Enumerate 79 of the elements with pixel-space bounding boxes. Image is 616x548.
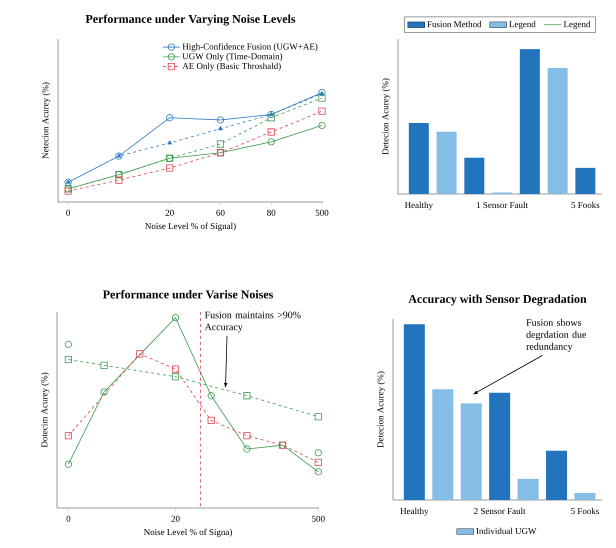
bar <box>408 123 429 194</box>
point <box>318 108 326 115</box>
x-axis-title: Noise Level % of Signa) <box>144 528 232 537</box>
chart-title: Performance under Varise Noises <box>102 290 273 299</box>
x-tick-label: 20 <box>166 210 174 216</box>
point <box>314 468 322 476</box>
point <box>100 362 108 369</box>
point <box>268 128 275 136</box>
point <box>208 392 215 400</box>
legend-label: Individual UGW <box>476 528 536 534</box>
legend-label: UGW Only (Time-Domain) <box>182 52 282 62</box>
chart-title: Accuracy with Sensor Degradation <box>408 294 586 306</box>
point <box>268 110 275 118</box>
bar <box>548 68 568 194</box>
point <box>314 413 322 420</box>
annotation: Fusion shows degrdation due redundancy <box>526 318 586 352</box>
x-tick-label: 2 Sensor Fault <box>474 508 526 514</box>
point <box>208 416 215 424</box>
point <box>243 445 250 453</box>
point <box>216 140 224 148</box>
point <box>64 340 72 348</box>
bar <box>520 49 540 194</box>
annotation: Fusion maintains >90% Accuracy <box>204 312 301 332</box>
x-tick-label: 0 <box>66 210 70 216</box>
bar <box>464 158 484 194</box>
bar <box>460 403 482 500</box>
y-axis-title: Netecion Acurey (%) <box>42 82 50 159</box>
bar <box>436 132 457 194</box>
point <box>218 126 223 130</box>
bar <box>546 450 568 500</box>
point <box>268 138 275 146</box>
point <box>136 350 144 358</box>
x-tick-label: 5 Fooks <box>571 508 599 514</box>
bar <box>518 478 539 500</box>
point <box>243 432 250 440</box>
bar <box>575 168 596 194</box>
bar <box>432 389 454 500</box>
point <box>64 187 72 195</box>
point <box>64 460 72 468</box>
x-tick-label: 80 <box>267 210 276 216</box>
y-axis-title: Detecion Acurey (%) <box>377 372 386 448</box>
point <box>166 164 174 172</box>
legend-label: High-Confidence Fusion (UGW+AE) <box>182 43 318 52</box>
point <box>100 388 108 396</box>
point <box>216 116 224 124</box>
point <box>243 392 250 400</box>
legend-label: Legend <box>564 20 590 30</box>
bar <box>489 392 510 500</box>
x-tick-label: 500 <box>316 210 328 216</box>
chart-title: Performance under Varying Noise Levels <box>86 14 296 26</box>
point <box>166 114 174 122</box>
point <box>318 94 326 102</box>
x-tick-label: 5 Fooks <box>572 202 600 208</box>
x-tick-label: Healthy <box>400 508 428 516</box>
x-tick-label: 60 <box>216 210 225 216</box>
x-tick-label: 20 <box>171 516 180 522</box>
x-axis-title: Noise Level % of Signal) <box>145 222 236 231</box>
point <box>64 432 72 440</box>
point <box>172 373 180 380</box>
x-tick-label: 1 Sensor Fault <box>476 202 528 208</box>
bar <box>404 324 425 500</box>
point <box>314 449 322 456</box>
legend-label: Fusion Method <box>427 20 482 28</box>
x-tick-label: Healthy <box>404 202 433 210</box>
x-tick-label: 0 <box>66 516 70 522</box>
point <box>314 458 322 466</box>
y-axis-title: Dotecim Acurey (%) <box>41 372 50 448</box>
legend-label: AE Only (Basic Throshald) <box>182 62 281 71</box>
point <box>64 356 72 364</box>
point <box>268 114 275 122</box>
point <box>167 140 172 144</box>
bar <box>574 492 596 500</box>
legend-label: Legend <box>509 20 536 30</box>
point <box>115 176 123 184</box>
point <box>172 314 180 322</box>
x-tick-label: 500 <box>312 516 325 522</box>
y-axis-title: Detecion Acurey (%) <box>382 78 390 155</box>
point <box>318 122 326 130</box>
point <box>172 366 180 373</box>
